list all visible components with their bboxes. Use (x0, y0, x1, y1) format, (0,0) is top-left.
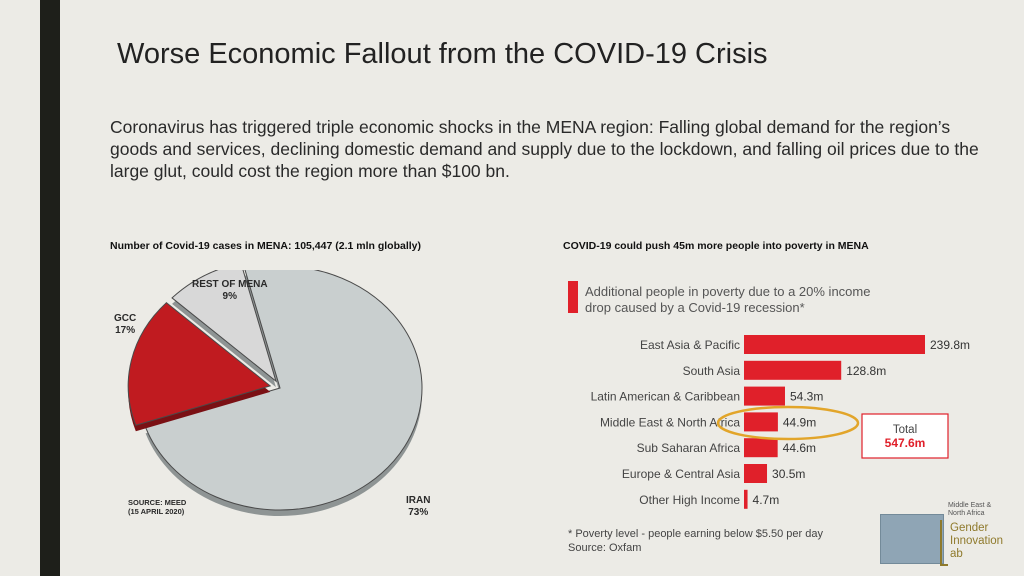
pie-label-rest-of-mena-pct: 9% (222, 291, 237, 302)
bar-value-label: 4.7m (753, 493, 780, 507)
pie-slice-gcc (127, 302, 272, 426)
pie-label-rest-of-mena: REST OF MENA 9% (192, 279, 268, 303)
bar-value-label: 128.8m (846, 364, 886, 378)
pie-label-gcc-pct: 17% (115, 325, 136, 336)
pie-label-gcc: GCC 17% (114, 313, 136, 337)
bar (744, 412, 778, 432)
bar-category-label: South Asia (683, 364, 741, 378)
bar-source: Source: Oxfam (568, 542, 641, 554)
pie-label-rest-of-mena-name: REST OF MENA (192, 279, 268, 290)
bar (744, 489, 748, 509)
pie-label-iran-pct: 73% (408, 507, 429, 518)
bar-value-label: 44.6m (783, 441, 816, 455)
pie-slice-rest-of-mena (171, 270, 277, 383)
bar (744, 438, 778, 458)
bar-chart-caption: COVID-19 could push 45m more people into… (563, 240, 869, 252)
bar-title-line2: drop caused by a Covid-19 recession* (585, 300, 805, 315)
total-label: Total (893, 424, 917, 436)
pie-chart (127, 270, 423, 516)
logo-l-mark (940, 520, 948, 566)
pie-source-line2: (15 APRIL 2020) (128, 507, 185, 516)
bar-category-label: Latin American & Caribbean (591, 390, 740, 404)
intro-paragraph: Coronavirus has triggered triple economi… (110, 117, 979, 181)
pie-label-iran: IRAN 73% (406, 495, 430, 519)
mena-highlight-ellipse (716, 405, 860, 441)
bar (744, 386, 785, 406)
bar (744, 335, 925, 354)
pie-slice-iran (144, 270, 423, 511)
gender-innovation-lab-logo: Middle East & North Africa Gender Innova… (878, 500, 1008, 570)
pie-source: SOURCE: MEED (15 APRIL 2020) (128, 498, 186, 516)
slide-side-bar (40, 0, 60, 576)
bar-category-label: Middle East & North Africa (600, 415, 740, 429)
bar-category-label: Europe & Central Asia (622, 467, 740, 481)
bar-title-accent (568, 281, 578, 313)
bar-title-line1: Additional people in poverty due to a 20… (585, 284, 870, 299)
total-value: 547.6m (885, 436, 926, 450)
bar-category-label: East Asia & Pacific (640, 338, 740, 352)
bar-value-label: 54.3m (790, 390, 823, 404)
pie-label-gcc-name: GCC (114, 313, 137, 324)
bar-category-label: Other High Income (639, 493, 740, 507)
pie-source-line1: SOURCE: MEED (128, 498, 187, 507)
total-box (861, 413, 949, 459)
logo-line1: Middle East & (948, 502, 992, 509)
slide-title: Worse Economic Fallout from the COVID-19… (117, 38, 768, 70)
mena-map-icon (880, 514, 944, 564)
logo-line3: Gender (950, 522, 989, 534)
bar-chart: Additional people in poverty due to a 20… (568, 281, 970, 554)
logo-line4: Innovation (950, 535, 1004, 547)
logo-region: Middle East & North Africa (948, 502, 991, 518)
pie-label-iran-name: IRAN (406, 495, 431, 506)
bar-value-label: 44.9m (783, 415, 816, 429)
logo-line2: North Africa (948, 510, 985, 517)
bar (744, 360, 842, 380)
bar-value-label: 30.5m (772, 467, 805, 481)
bar-value-label: 239.8m (930, 338, 970, 352)
bar-category-label: Sub Saharan Africa (637, 441, 741, 455)
logo-line5: ab (950, 548, 963, 560)
pie-chart-caption: Number of Covid-19 cases in MENA: 105,44… (110, 240, 422, 252)
logo-name: Gender Innovation ab (950, 522, 1003, 561)
bar-footnote: * Poverty level - people earning below $… (568, 528, 823, 540)
bar (744, 464, 768, 483)
